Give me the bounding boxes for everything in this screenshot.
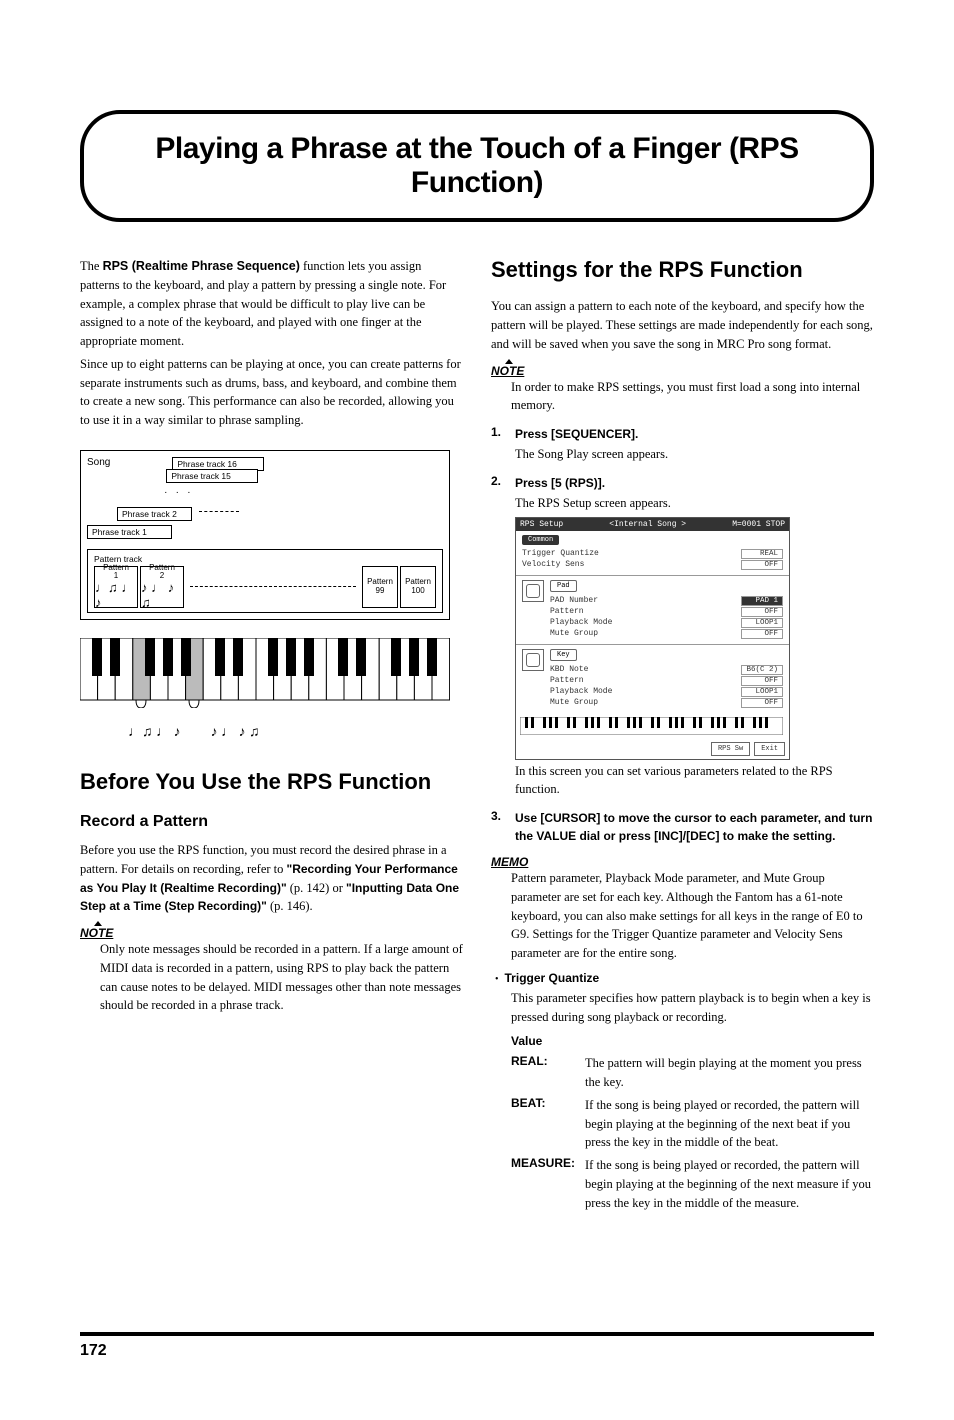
step-2: 2. Press [5 (RPS)]. [491,474,874,492]
bullet-dot: • [495,971,499,989]
pad-icon [522,580,544,602]
ss-key: Key KBD NoteB6(C 2) PatternOFF Playback … [516,645,789,713]
value-label: Value [511,1032,874,1050]
trigger-quantize-text: This parameter specifies how pattern pla… [511,989,874,1027]
step-2-sub: The RPS Setup screen appears. [515,494,874,513]
diagram-pattern-track-label: Pattern track [94,554,436,564]
diagram-phrase-stack: Phrase track 16 Phrase track 15 . . . [160,457,300,503]
value-real: REAL: The pattern will begin playing at … [511,1054,874,1092]
intro-2: Since up to eight patterns can be playin… [80,355,463,430]
diagram-pattern-1: Pattern 1 ♩♫ ♩ ♪ [94,566,138,608]
diagram-pt1: Phrase track 1 [87,525,172,539]
diagram-dashes [190,586,356,587]
memo-text: Pattern parameter, Playback Mode paramet… [511,869,874,963]
settings-intro: You can assign a pattern to each note of… [491,297,874,353]
step-1: 1. Press [SEQUENCER]. [491,425,874,443]
diagram: Song Phrase track 16 Phrase track 15 . .… [80,450,450,741]
diagram-pattern-100: Pattern 100 [400,566,436,608]
diagram-song-label: Song [87,457,110,468]
diagram-glyph-row: ♩♫ ♩ ♪ ♪ ♩ ♪ ♫ [128,725,450,741]
ss-titlebar: RPS Setup <Internal Song > M=0001 STOP [516,518,789,531]
ss-buttons: RPS Sw Exit [516,739,789,759]
page: Playing a Phrase at the Touch of a Finge… [0,0,954,1410]
diagram-glyph-1: ♩♫ ♩ ♪ [128,725,181,741]
step-1-text: Press [SEQUENCER]. [515,425,874,443]
keyboard-svg [80,638,450,708]
intro-1: The RPS (Realtime Phrase Sequence) funct… [80,257,463,351]
ss-mini-keyboard [516,713,789,739]
ss-btn-sw: RPS Sw [711,742,750,756]
h2-settings: Settings for the RPS Function [491,257,874,283]
step-2-num: 2. [491,474,507,492]
note-text-left: Only note messages should be recorded in… [100,940,463,1015]
memo-icon: MEMO [491,855,874,869]
ss-btn-exit: Exit [754,742,785,756]
diagram-pattern-99: Pattern 99 [362,566,398,608]
record-pattern-text: Before you use the RPS function, you mus… [80,841,463,916]
step-2-text: Press [5 (RPS)]. [515,474,874,492]
columns: The RPS (Realtime Phrase Sequence) funct… [80,257,874,1212]
diagram-pt15: Phrase track 15 [166,469,258,483]
step-1-sub: The Song Play screen appears. [515,445,874,464]
value-measure: MEASURE: If the song is being played or … [511,1156,874,1212]
footer: 172 [80,1332,874,1360]
ss-common: Common Trigger QuantizeREAL Velocity Sen… [516,531,789,576]
trigger-quantize-bullet: • Trigger Quantize [495,971,874,989]
diagram-pt2: Phrase track 2 [117,507,192,521]
diagram-pattern-2: Pattern 2 ♪ ♩ ♪ ♫ [140,566,184,608]
note-icon: NOTE [80,926,463,940]
step-3-num: 3. [491,809,507,845]
note-icon-right: NOTE [491,364,874,378]
title-box: Playing a Phrase at the Touch of a Finge… [80,110,874,222]
h3-record-pattern: Record a Pattern [80,813,463,831]
trigger-quantize-label: Trigger Quantize [505,971,600,989]
after-screenshot-text: In this screen you can set various param… [515,762,874,800]
left-column: The RPS (Realtime Phrase Sequence) funct… [80,257,463,1212]
step-3-text: Use [CURSOR] to move the cursor to each … [515,809,874,845]
step-1-num: 1. [491,425,507,443]
diagram-song-box: Song Phrase track 16 Phrase track 15 . .… [80,450,450,620]
h2-before-rps: Before You Use the RPS Function [80,769,463,795]
ss-pad: Pad PAD NumberPAD 1 PatternOFF Playback … [516,576,789,645]
value-beat: BEAT: If the song is being played or rec… [511,1096,874,1152]
diagram-pattern-track: Pattern track Pattern 1 ♩♫ ♩ ♪ Pattern 2… [87,549,443,613]
step-3: 3. Use [CURSOR] to move the cursor to ea… [491,809,874,845]
note-text-right: In order to make RPS settings, you must … [511,378,874,416]
diagram-glyph-2: ♪ ♩ ♪ ♫ [211,725,260,741]
diagram-pattern-row: Pattern 1 ♩♫ ♩ ♪ Pattern 2 ♪ ♩ ♪ ♫ [94,566,436,608]
key-icon [522,649,544,671]
value-table: REAL: The pattern will begin playing at … [511,1054,874,1212]
diagram-keyboard [80,638,450,711]
page-title: Playing a Phrase at the Touch of a Finge… [114,132,840,200]
right-column: Settings for the RPS Function You can as… [491,257,874,1212]
rps-setup-screenshot: RPS Setup <Internal Song > M=0001 STOP C… [515,517,790,760]
